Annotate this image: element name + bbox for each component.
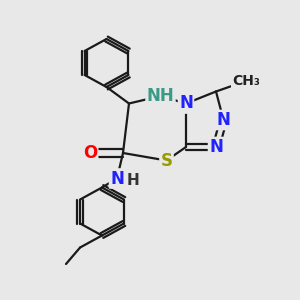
Text: N: N [110,169,124,188]
Text: N: N [217,111,230,129]
Text: S: S [160,152,172,169]
Text: O: O [83,144,97,162]
Text: H: H [127,173,140,188]
Text: N: N [209,138,223,156]
Text: NH: NH [147,87,174,105]
Text: CH₃: CH₃ [232,74,260,88]
Text: N: N [179,94,193,112]
